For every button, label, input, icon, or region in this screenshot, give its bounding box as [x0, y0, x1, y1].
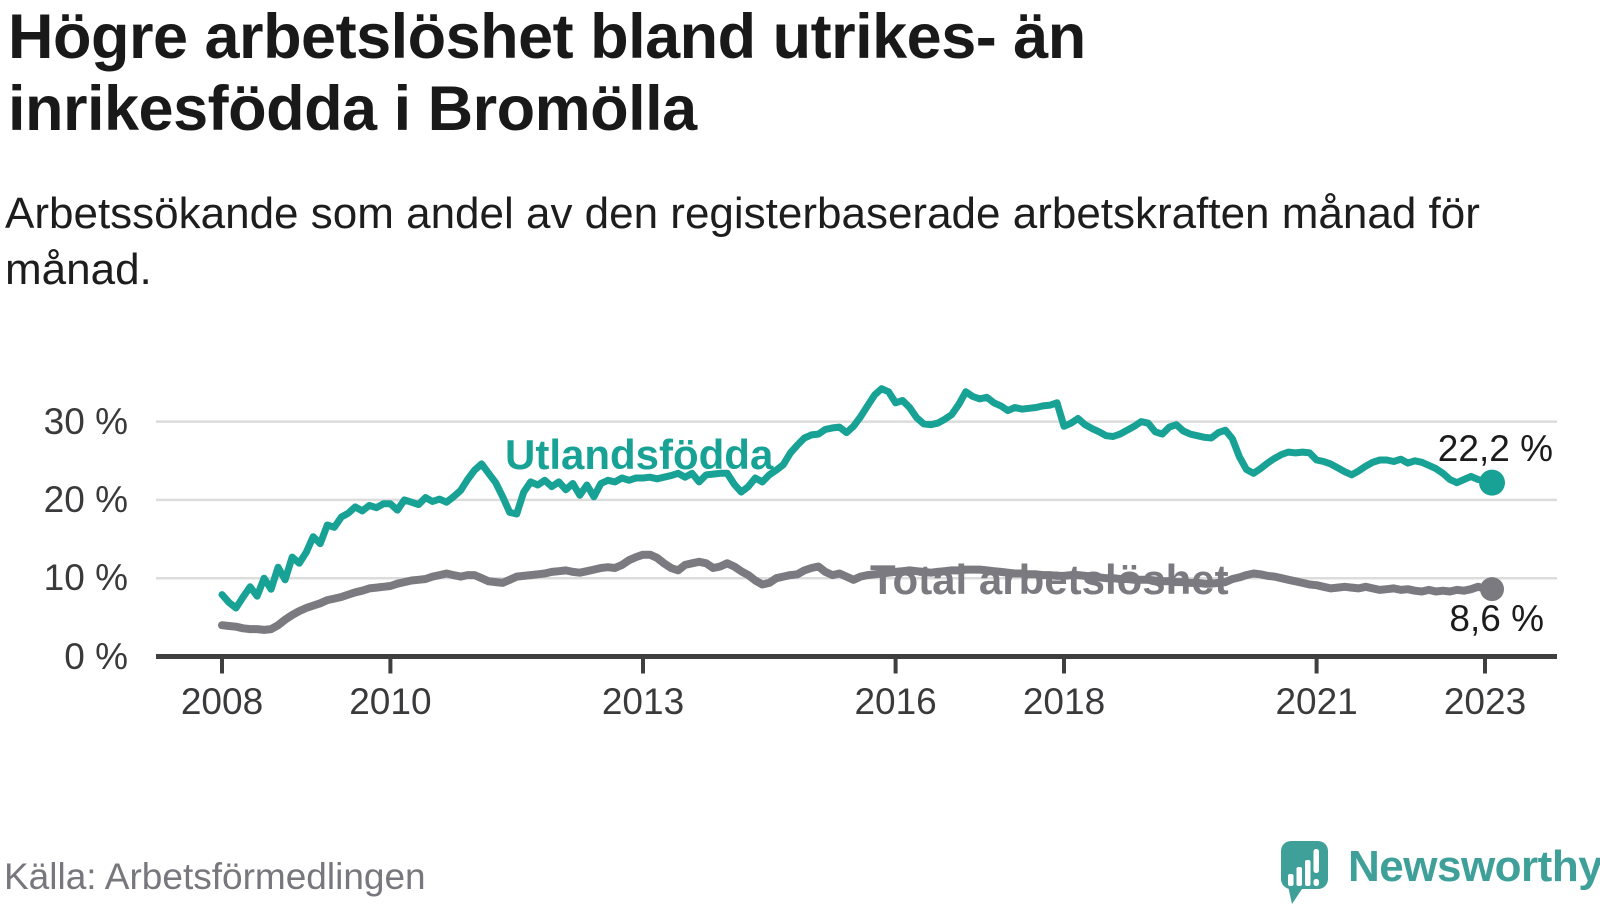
series-label-utlandsfodda: Utlandsfödda — [505, 431, 774, 478]
newsworthy-speech-bubble-icon — [1281, 841, 1328, 904]
end-dot-total-arbetsloshet — [1480, 577, 1505, 602]
line-total-arbetsloshet — [218, 550, 1496, 634]
newsworthy-wordmark: Newsworthy — [1348, 842, 1600, 891]
x-axis-tick-label-2010: 2010 — [349, 681, 432, 722]
x-axis-tick-label-2008: 2008 — [180, 681, 264, 722]
series-label-total-arbetsloshet: Total arbetslöshet — [870, 556, 1229, 603]
end-dot-utlandsfodda — [1479, 469, 1506, 496]
source-note: Källa: Arbetsförmedlingen — [4, 856, 426, 897]
page-subtitle: Arbetssökande som andel av den registerb… — [5, 189, 1480, 294]
x-axis-tick-label-2013: 2013 — [601, 681, 685, 722]
end-value-label-utlandsfodda: 22,2 % — [1437, 428, 1553, 469]
x-axis-tick-label-2018: 2018 — [1022, 681, 1106, 722]
y-axis-tick-label-10: 10 % — [43, 557, 128, 599]
newsworthy-logo: Newsworthy — [1280, 840, 1600, 904]
line-utlandsfodda — [218, 385, 1496, 612]
page-title: Högre arbetslöshet bland utrikes- än inr… — [8, 2, 1086, 144]
x-axis-tick-label-2021: 2021 — [1275, 681, 1358, 722]
end-value-label-total: 8,6 % — [1449, 598, 1544, 639]
y-axis-tick-label-30: 30 % — [43, 400, 128, 442]
x-axis-tick-label-2016: 2016 — [854, 681, 937, 722]
y-axis-tick-label-0: 0 % — [64, 635, 128, 677]
y-axis-tick-label-20: 20 % — [43, 478, 128, 520]
x-axis-tick-label-2023: 2023 — [1443, 681, 1527, 722]
